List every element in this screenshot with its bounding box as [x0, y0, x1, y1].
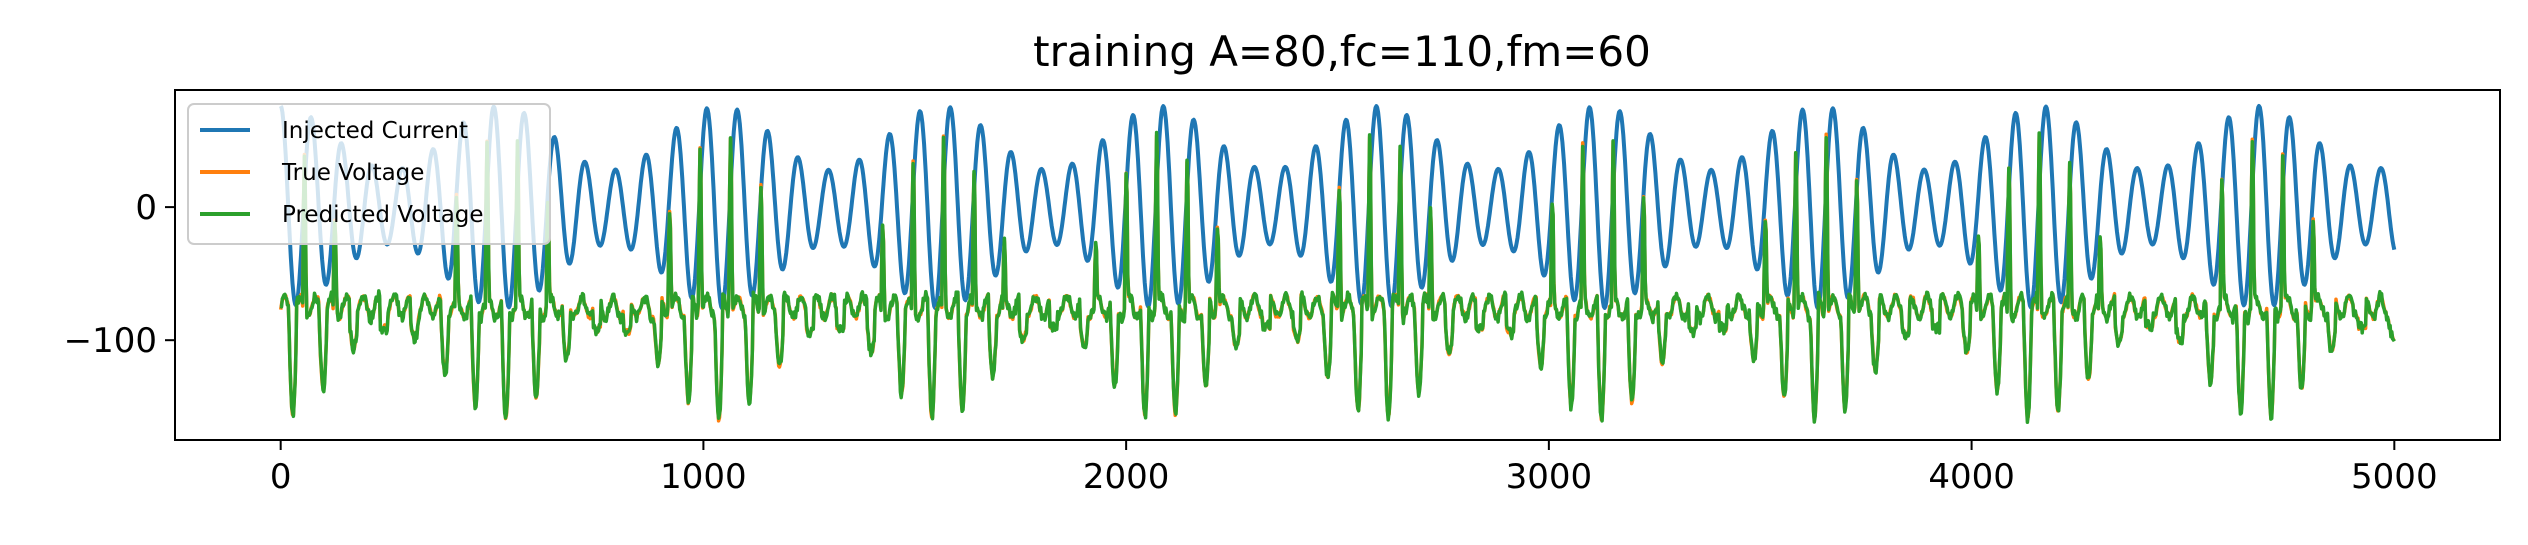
- series-line-3: [279, 130, 2396, 425]
- legend-label: Predicted Voltage: [282, 202, 484, 228]
- x-tick-label: 4000: [1928, 457, 2015, 497]
- plot-area: [278, 104, 2397, 425]
- x-tick-label: 0: [270, 457, 292, 497]
- x-tick-label: 2000: [1083, 457, 1170, 497]
- x-tick-label: 5000: [2351, 457, 2438, 497]
- x-tick-label: 1000: [660, 457, 747, 497]
- y-tick-label: 0: [135, 188, 157, 228]
- legend-label: True Voltage: [281, 160, 424, 186]
- axes: 0 1000 2000 3000 4000 5000 −100 0: [64, 188, 2438, 497]
- chart-title: training A=80,fc=110,fm=60: [1033, 27, 1651, 76]
- legend-label: Injected Current: [282, 118, 468, 144]
- legend: Injected Current True Voltage Predicted Vo…: [187, 103, 551, 245]
- legend-box: [187, 103, 551, 245]
- y-tick-label: −100: [64, 321, 157, 361]
- plot-frame: [174, 89, 2501, 441]
- x-tick-label: 3000: [1506, 457, 1593, 497]
